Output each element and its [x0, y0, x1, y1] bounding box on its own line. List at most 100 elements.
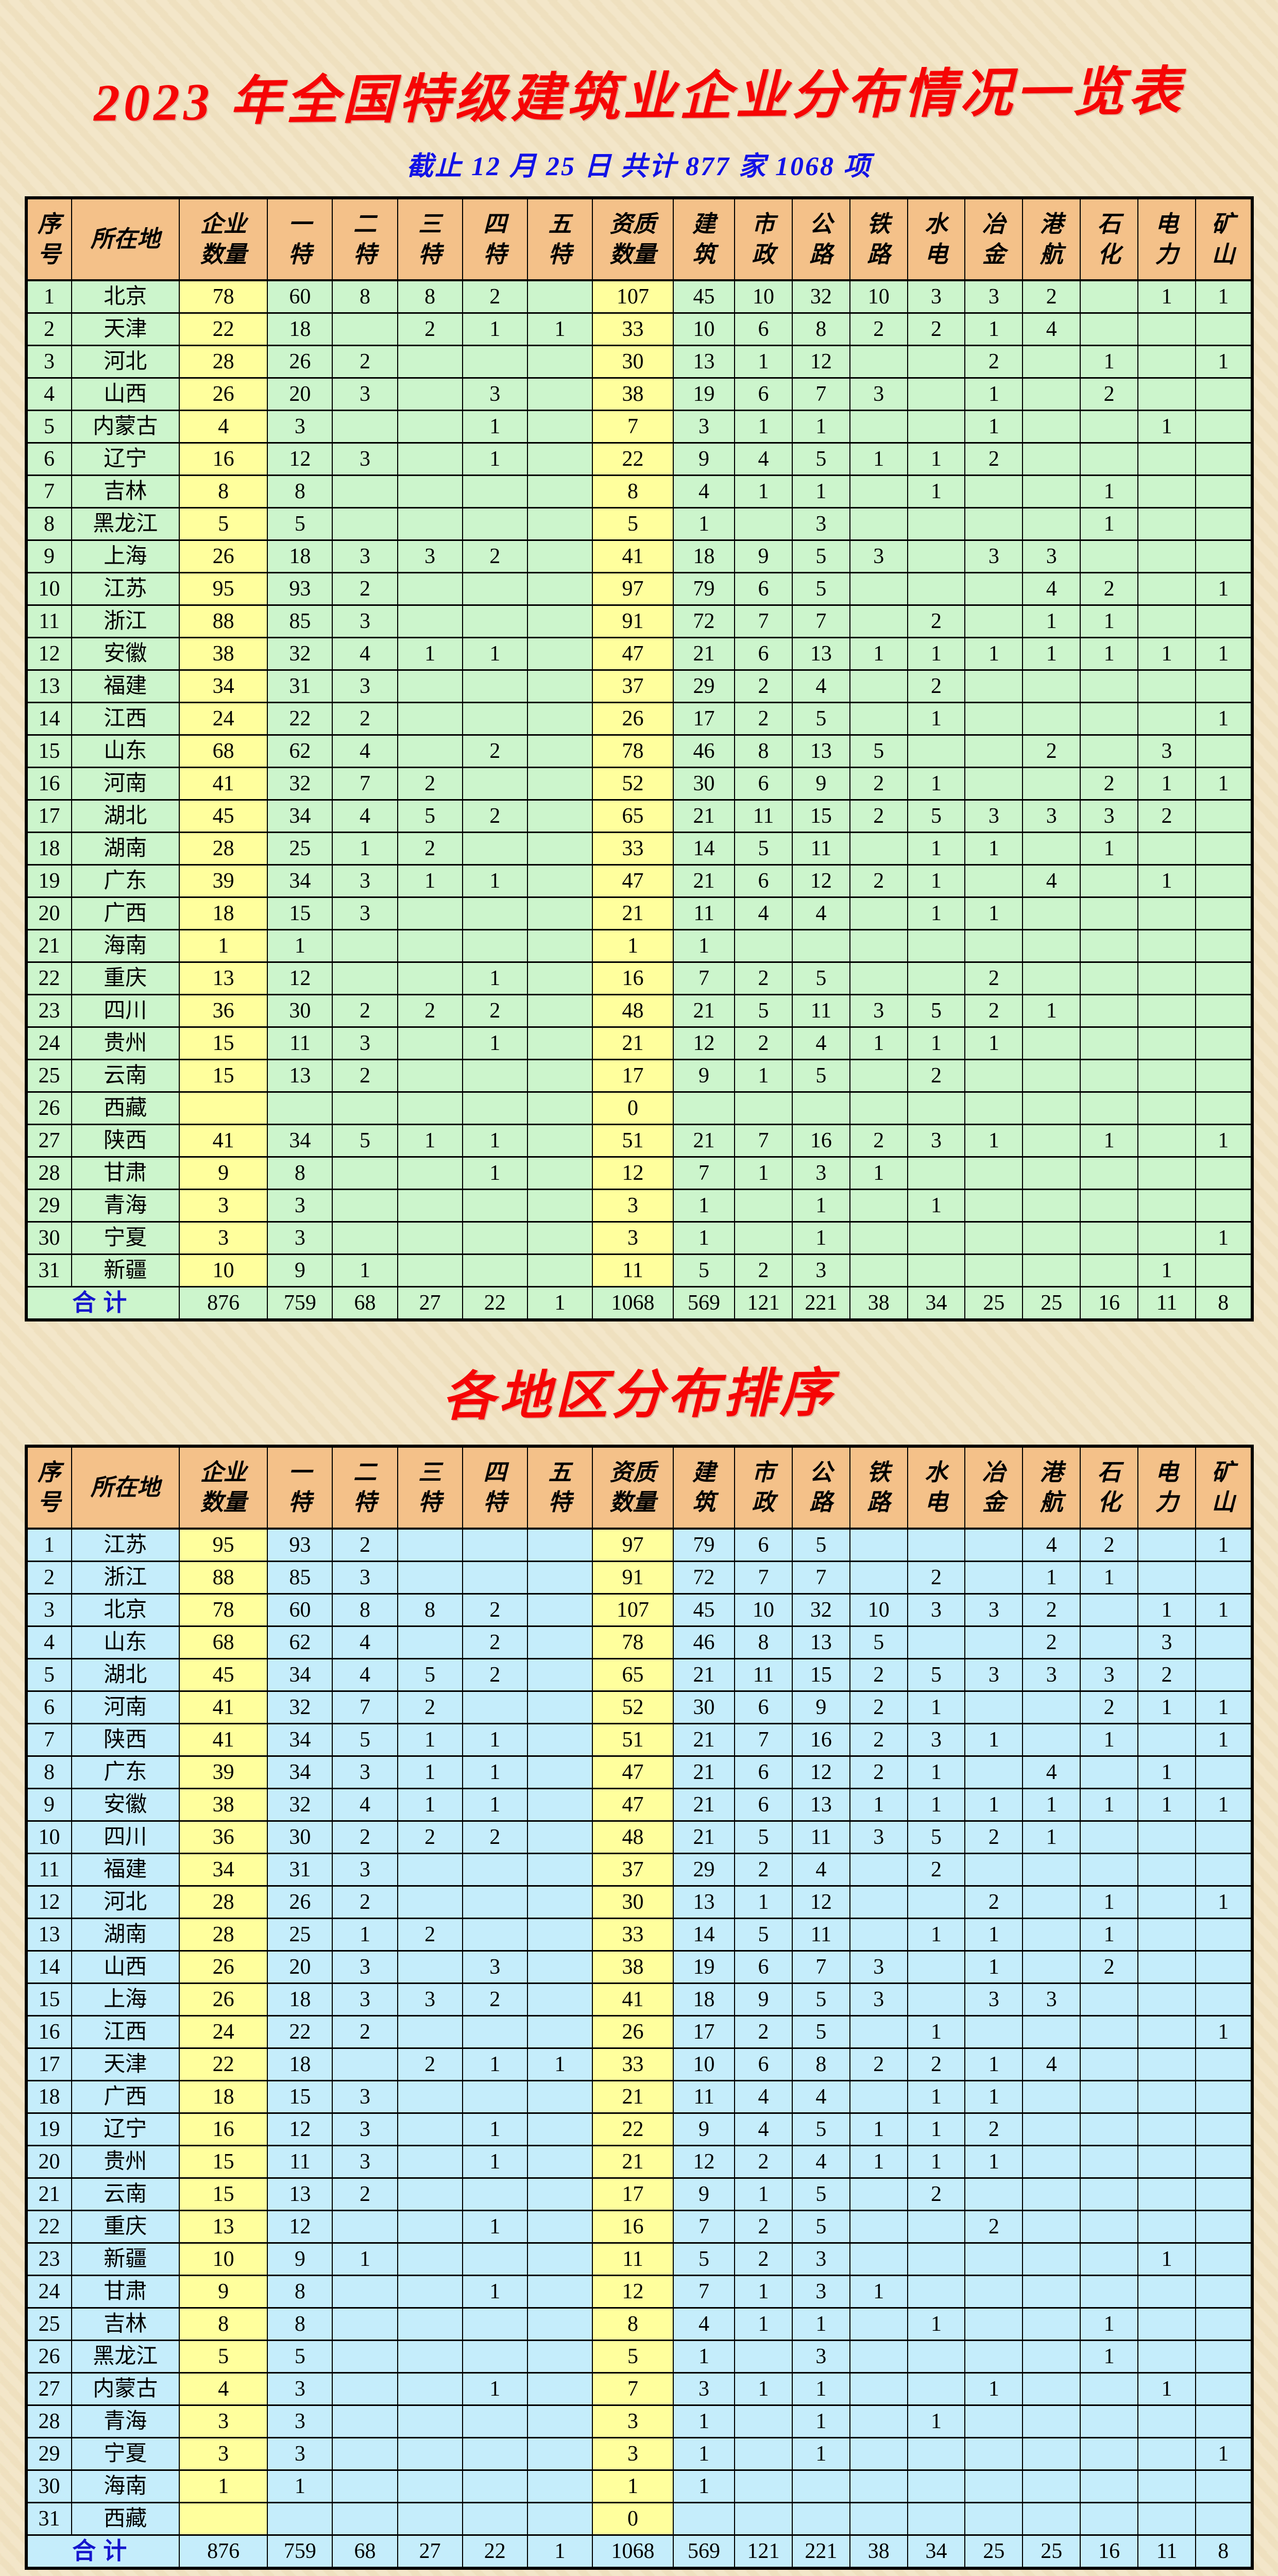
qualification-count-cell: 48 — [591, 994, 674, 1028]
electric-power-cell — [1137, 1528, 1196, 1562]
mining-cell — [1195, 1917, 1253, 1952]
qualification-count-cell: 3 — [591, 1221, 674, 1256]
hydropower-cell: 1 — [907, 2144, 966, 2179]
grade-5-special-cell — [526, 2371, 593, 2406]
grade-4-special-cell — [462, 767, 528, 801]
column-header: 建 筑 — [673, 1445, 736, 1530]
petrochemical-cell — [1080, 2501, 1139, 2536]
electric-power-cell — [1137, 1026, 1196, 1061]
municipal-cell: 2 — [734, 2144, 793, 2179]
qualification-count-cell: 3 — [591, 2436, 674, 2471]
electric-power-cell — [1137, 2436, 1196, 2471]
hydropower-cell — [907, 734, 966, 769]
enterprise-count-cell: 45 — [178, 1657, 268, 1692]
grade-4-special-cell: 2 — [462, 799, 528, 834]
region-cell: 上海 — [71, 1982, 180, 2016]
petrochemical-cell: 3 — [1080, 799, 1139, 834]
railway-cell — [849, 1189, 908, 1223]
rank-cell: 25 — [25, 2307, 72, 2341]
hydropower-cell — [907, 2242, 966, 2276]
table1-body: 1 北京 78 60 8 8 2 107 45 10 32 10 3 3 2 — [25, 279, 1253, 1288]
grade-4-special-cell: 2 — [462, 1982, 528, 2016]
grade-1-special-cell: 30 — [267, 1820, 333, 1854]
rank-cell: 17 — [25, 2047, 72, 2081]
region-cell: 海南 — [71, 2469, 180, 2503]
grade-3-special-cell: 2 — [397, 1690, 463, 1724]
rank-cell: 1 — [25, 1528, 72, 1562]
grade-2-special-cell: 2 — [332, 345, 398, 379]
grade-1-special-cell: 34 — [267, 1722, 333, 1757]
table2-total-row: 合计 876 759 68 27 22 1 1068 569 121 221 38 34 25 25 16 1… — [25, 2534, 1253, 2569]
mining-cell — [1195, 832, 1253, 866]
mining-cell — [1195, 2079, 1253, 2114]
construction-cell: 7 — [673, 961, 736, 996]
province-row: 6 辽宁 16 12 3 1 22 9 4 5 1 1 2 — [25, 442, 1253, 477]
grade-1-special-cell: 12 — [267, 442, 333, 477]
petrochemical-cell — [1080, 1221, 1139, 1256]
metallurgy-cell: 2 — [964, 1820, 1024, 1854]
metallurgy-cell: 3 — [964, 1592, 1024, 1627]
enterprise-count-cell: 39 — [178, 1755, 268, 1789]
grade-1-special-cell: 9 — [267, 1253, 333, 1288]
construction-cell: 21 — [673, 637, 736, 671]
total-cell: 22 — [462, 2534, 528, 2569]
municipal-cell: 4 — [734, 2079, 793, 2114]
grade-1-special-cell: 34 — [267, 799, 333, 834]
grade-4-special-cell — [462, 2307, 528, 2341]
railway-cell — [849, 669, 908, 704]
region-cell: 宁夏 — [71, 2436, 180, 2471]
hydropower-cell — [907, 539, 966, 574]
port-waterway-cell — [1022, 1690, 1081, 1724]
seq-cell: 4 — [25, 377, 72, 412]
grade-4-special-cell — [462, 2242, 528, 2276]
highway-cell: 12 — [791, 1755, 850, 1789]
railway-cell — [849, 2307, 908, 2341]
grade-1-special-cell: 85 — [267, 1560, 333, 1595]
grade-3-special-cell — [397, 572, 463, 606]
grade-2-special-cell: 3 — [332, 604, 398, 639]
highway-cell: 15 — [791, 799, 850, 834]
municipal-cell — [734, 2404, 793, 2438]
grade-5-special-cell — [526, 345, 593, 379]
grade-5-special-cell — [526, 1787, 593, 1822]
electric-power-cell — [1137, 2209, 1196, 2244]
region-cell: 新疆 — [71, 1253, 180, 1288]
highway-cell: 8 — [791, 312, 850, 347]
metallurgy-cell — [964, 2339, 1024, 2374]
railway-cell: 3 — [849, 994, 908, 1028]
qualification-count-cell: 38 — [591, 377, 674, 412]
province-row: 16 河南 41 32 7 2 52 30 6 9 2 1 2 — [25, 767, 1253, 801]
seq-cell: 31 — [25, 1253, 72, 1288]
grade-4-special-cell — [462, 1221, 528, 1256]
metallurgy-cell — [964, 1690, 1024, 1724]
qualification-count-cell: 3 — [591, 2404, 674, 2438]
grade-1-special-cell: 11 — [267, 2144, 333, 2179]
grade-4-special-cell: 1 — [462, 1156, 528, 1191]
port-waterway-cell — [1022, 1059, 1081, 1093]
mining-cell — [1195, 1982, 1253, 2016]
hydropower-cell — [907, 1982, 966, 2016]
qualification-count-cell: 51 — [591, 1722, 674, 1757]
highway-cell: 12 — [791, 345, 850, 379]
enterprise-count-cell: 4 — [178, 410, 268, 444]
region-cell: 重庆 — [71, 2209, 180, 2244]
mining-cell — [1195, 507, 1253, 541]
metallurgy-cell: 3 — [964, 799, 1024, 834]
grade-4-special-cell — [462, 2436, 528, 2471]
highway-cell: 11 — [791, 1917, 850, 1952]
construction-cell: 19 — [673, 377, 736, 412]
rank-cell: 24 — [25, 2274, 72, 2309]
total-cell: 759 — [267, 2534, 333, 2569]
municipal-cell: 6 — [734, 637, 793, 671]
grade-4-special-cell: 2 — [462, 1625, 528, 1659]
grade-1-special-cell: 34 — [267, 1657, 333, 1692]
province-row: 24 贵州 15 11 3 1 21 12 2 4 1 1 1 — [25, 1026, 1253, 1061]
column-header: 电 力 — [1137, 197, 1196, 282]
qualification-count-cell: 33 — [591, 832, 674, 866]
electric-power-cell — [1137, 1156, 1196, 1191]
municipal-cell: 1 — [734, 2371, 793, 2406]
hydropower-cell — [907, 1253, 966, 1288]
highway-cell: 1 — [791, 2307, 850, 2341]
grade-5-special-cell — [526, 1625, 593, 1659]
grade-5-special-cell — [526, 410, 593, 444]
